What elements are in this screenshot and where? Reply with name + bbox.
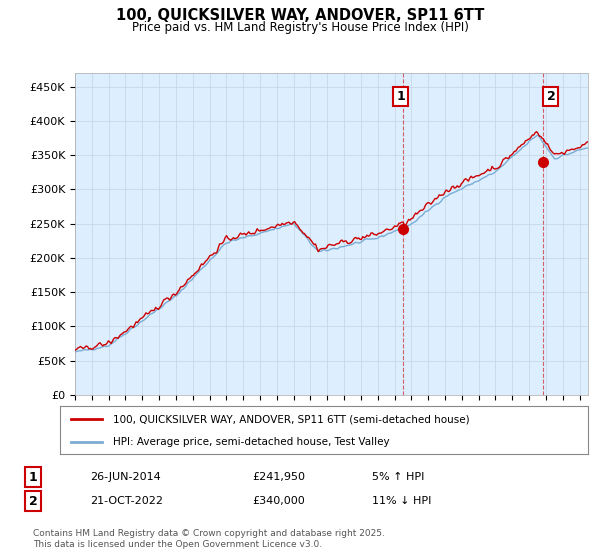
Text: 2: 2 <box>547 90 556 103</box>
Text: 100, QUICKSILVER WAY, ANDOVER, SP11 6TT: 100, QUICKSILVER WAY, ANDOVER, SP11 6TT <box>116 8 484 24</box>
Text: 5% ↑ HPI: 5% ↑ HPI <box>372 472 424 482</box>
Text: 11% ↓ HPI: 11% ↓ HPI <box>372 496 431 506</box>
Text: £340,000: £340,000 <box>252 496 305 506</box>
Text: HPI: Average price, semi-detached house, Test Valley: HPI: Average price, semi-detached house,… <box>113 437 389 447</box>
Text: Contains HM Land Registry data © Crown copyright and database right 2025.
This d: Contains HM Land Registry data © Crown c… <box>33 529 385 549</box>
Text: 1: 1 <box>29 470 37 484</box>
Text: 1: 1 <box>396 90 405 103</box>
Text: £241,950: £241,950 <box>252 472 305 482</box>
Text: 100, QUICKSILVER WAY, ANDOVER, SP11 6TT (semi-detached house): 100, QUICKSILVER WAY, ANDOVER, SP11 6TT … <box>113 414 469 424</box>
Text: Price paid vs. HM Land Registry's House Price Index (HPI): Price paid vs. HM Land Registry's House … <box>131 21 469 34</box>
Text: 26-JUN-2014: 26-JUN-2014 <box>90 472 161 482</box>
Text: 2: 2 <box>29 494 37 508</box>
Text: 21-OCT-2022: 21-OCT-2022 <box>90 496 163 506</box>
